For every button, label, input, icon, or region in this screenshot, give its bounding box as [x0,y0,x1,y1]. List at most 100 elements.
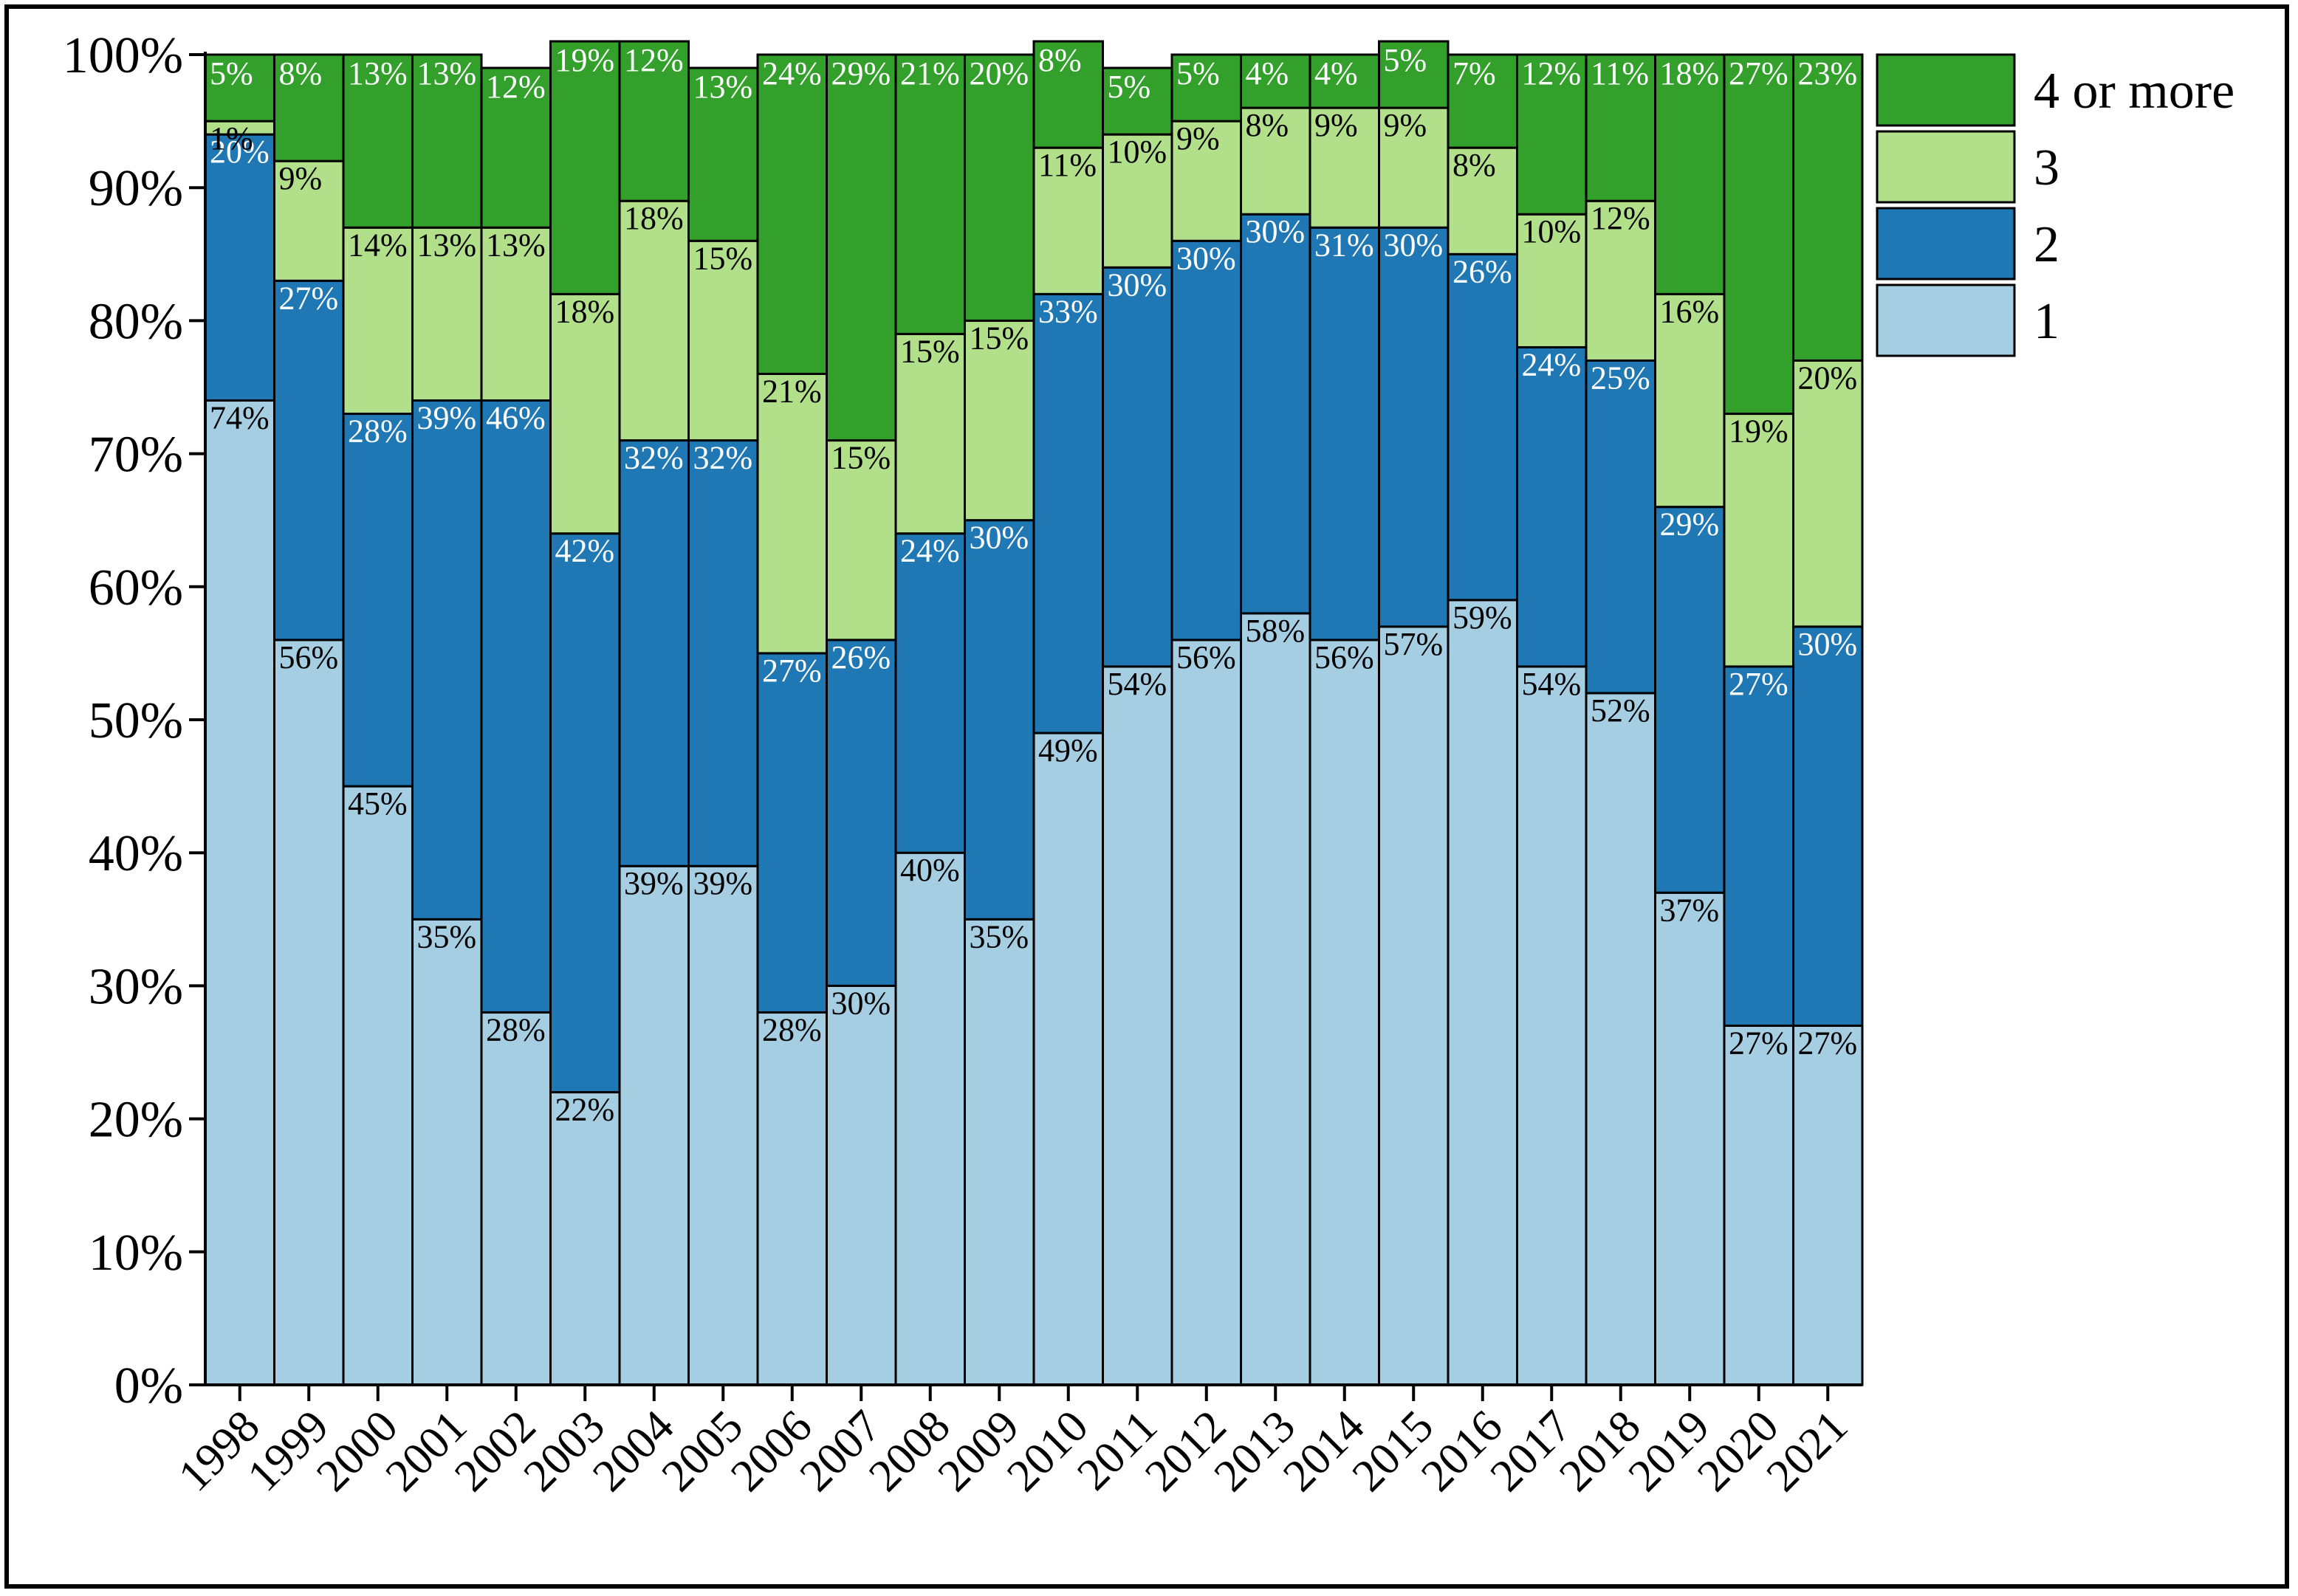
data-labels-layer: 74%20%1%5%56%27%9%8%45%28%14%13%35%39%13… [210,42,1857,1128]
bar-2020-series-3 [1723,413,1794,668]
data-label-2021-series-2: 30% [1798,626,1858,662]
data-label-2020-series-1: 27% [1729,1025,1788,1061]
data-label-2021-series-4-or-more: 23% [1798,55,1858,92]
bar-2013-series-3 [1240,106,1311,216]
data-label-2016-series-3: 8% [1452,147,1496,183]
bar-2002-series-1 [480,1011,552,1386]
bar-2016-series-2 [1447,252,1518,602]
data-label-2001-series-2: 39% [417,400,477,436]
y-tick-label: 80% [89,293,183,350]
data-label-2007-series-2: 26% [831,639,891,675]
data-label-2018-series-2: 25% [1591,360,1650,396]
bar-2014-series-2 [1309,226,1380,642]
data-label-2008-series-2: 24% [900,533,960,569]
bar-2010-series-4-or-more [1032,40,1104,149]
bar-1998-series-4-or-more [204,53,275,123]
data-label-2014-series-2: 31% [1314,227,1374,263]
bar-2010-series-2 [1032,292,1104,735]
data-label-2007-series-3: 15% [831,440,891,476]
bar-2010-series-1 [1032,732,1104,1386]
data-label-2019-series-2: 29% [1660,506,1720,543]
bar-2008-series-1 [894,851,966,1386]
data-label-2016-series-2: 26% [1452,253,1512,289]
bar-2006-series-2 [756,652,828,1014]
data-label-2005-series-2: 32% [693,440,753,476]
data-label-2015-series-2: 30% [1384,227,1444,263]
bar-2012-series-1 [1170,639,1242,1386]
bar-2017-series-3 [1516,213,1588,348]
bar-2018-series-1 [1585,692,1656,1386]
data-label-2006-series-4-or-more: 24% [762,55,822,92]
legend-label-1: 1 [2034,293,2059,350]
bar-2011-series-4-or-more [1102,66,1173,136]
y-tick-label: 50% [89,692,183,749]
bar-2007-series-1 [826,984,897,1386]
data-label-2002-series-1: 28% [486,1011,546,1048]
legend-swatch-3 [1876,130,2016,204]
bar-2008-series-4-or-more [894,53,966,335]
bar-2019-series-2 [1654,506,1726,894]
bar-2001-series-2 [411,399,483,921]
data-label-2012-series-3: 9% [1176,120,1220,156]
bar-1998-series-2 [204,133,275,402]
bar-2008-series-2 [894,532,966,854]
bar-2002-series-3 [480,226,552,402]
y-tick-label: 60% [89,560,183,616]
data-label-2003-series-1: 22% [555,1092,615,1128]
legend-label-4-or-more: 4 or more [2034,63,2234,120]
bar-2003-series-1 [549,1091,621,1386]
data-label-1999-series-3: 9% [279,160,323,196]
data-label-2000-series-1: 45% [348,785,408,822]
bar-2011-series-2 [1102,266,1173,668]
bar-2013-series-1 [1240,612,1311,1386]
data-label-2018-series-3: 12% [1591,200,1650,236]
bar-2007-series-3 [826,439,897,642]
data-label-2012-series-4-or-more: 5% [1176,55,1220,92]
x-tick-label: 2021 [1757,1401,1857,1502]
data-label-2007-series-1: 30% [831,985,891,1021]
data-label-2017-series-2: 24% [1522,346,1582,382]
data-label-2014-series-4-or-more: 4% [1314,55,1358,92]
data-label-2003-series-3: 18% [555,293,615,329]
bar-2015-series-3 [1378,106,1450,229]
data-label-2004-series-2: 32% [624,440,684,476]
data-label-2003-series-2: 42% [555,533,615,569]
data-label-2004-series-1: 39% [624,865,684,901]
data-label-2017-series-4-or-more: 12% [1522,55,1582,92]
data-label-2002-series-3: 13% [486,227,546,263]
bar-2012-series-3 [1170,120,1242,242]
data-label-2005-series-3: 15% [693,240,753,276]
data-label-2011-series-1: 54% [1108,666,1167,702]
data-label-2001-series-3: 13% [417,227,477,263]
bar-2016-series-4-or-more [1447,53,1518,149]
data-label-2009-series-2: 30% [970,520,1029,556]
data-label-2000-series-2: 28% [348,413,408,450]
bar-2016-series-1 [1447,599,1518,1386]
data-label-2004-series-3: 18% [624,200,684,236]
data-label-1998-series-1: 74% [210,400,270,436]
bar-2009-series-2 [964,519,1035,921]
bar-2001-series-4-or-more [411,53,483,229]
bar-2020-series-1 [1723,1024,1794,1386]
bar-1999-series-1 [273,639,345,1386]
bar-2004-series-1 [618,864,690,1386]
data-label-2009-series-4-or-more: 20% [970,55,1029,92]
bar-2014-series-4-or-more [1309,53,1380,109]
bar-2017-series-4-or-more [1516,53,1588,216]
data-label-2000-series-4-or-more: 13% [348,55,408,92]
y-tick-label: 10% [89,1225,183,1282]
data-label-2016-series-1: 59% [1452,599,1512,636]
data-label-2013-series-3: 8% [1246,107,1289,143]
y-tick-label: 30% [89,958,183,1015]
data-label-1999-series-1: 56% [279,639,339,675]
data-label-2008-series-1: 40% [900,852,960,888]
bar-2000-series-4-or-more [342,53,414,229]
bar-1999-series-2 [273,279,345,642]
bar-2009-series-4-or-more [964,53,1035,322]
bar-2013-series-2 [1240,213,1311,615]
data-label-2010-series-1: 49% [1038,732,1098,768]
y-tick-label: 0% [114,1358,183,1414]
bar-2017-series-2 [1516,345,1588,668]
data-label-2020-series-2: 27% [1729,666,1788,702]
bar-2019-series-1 [1654,891,1726,1386]
